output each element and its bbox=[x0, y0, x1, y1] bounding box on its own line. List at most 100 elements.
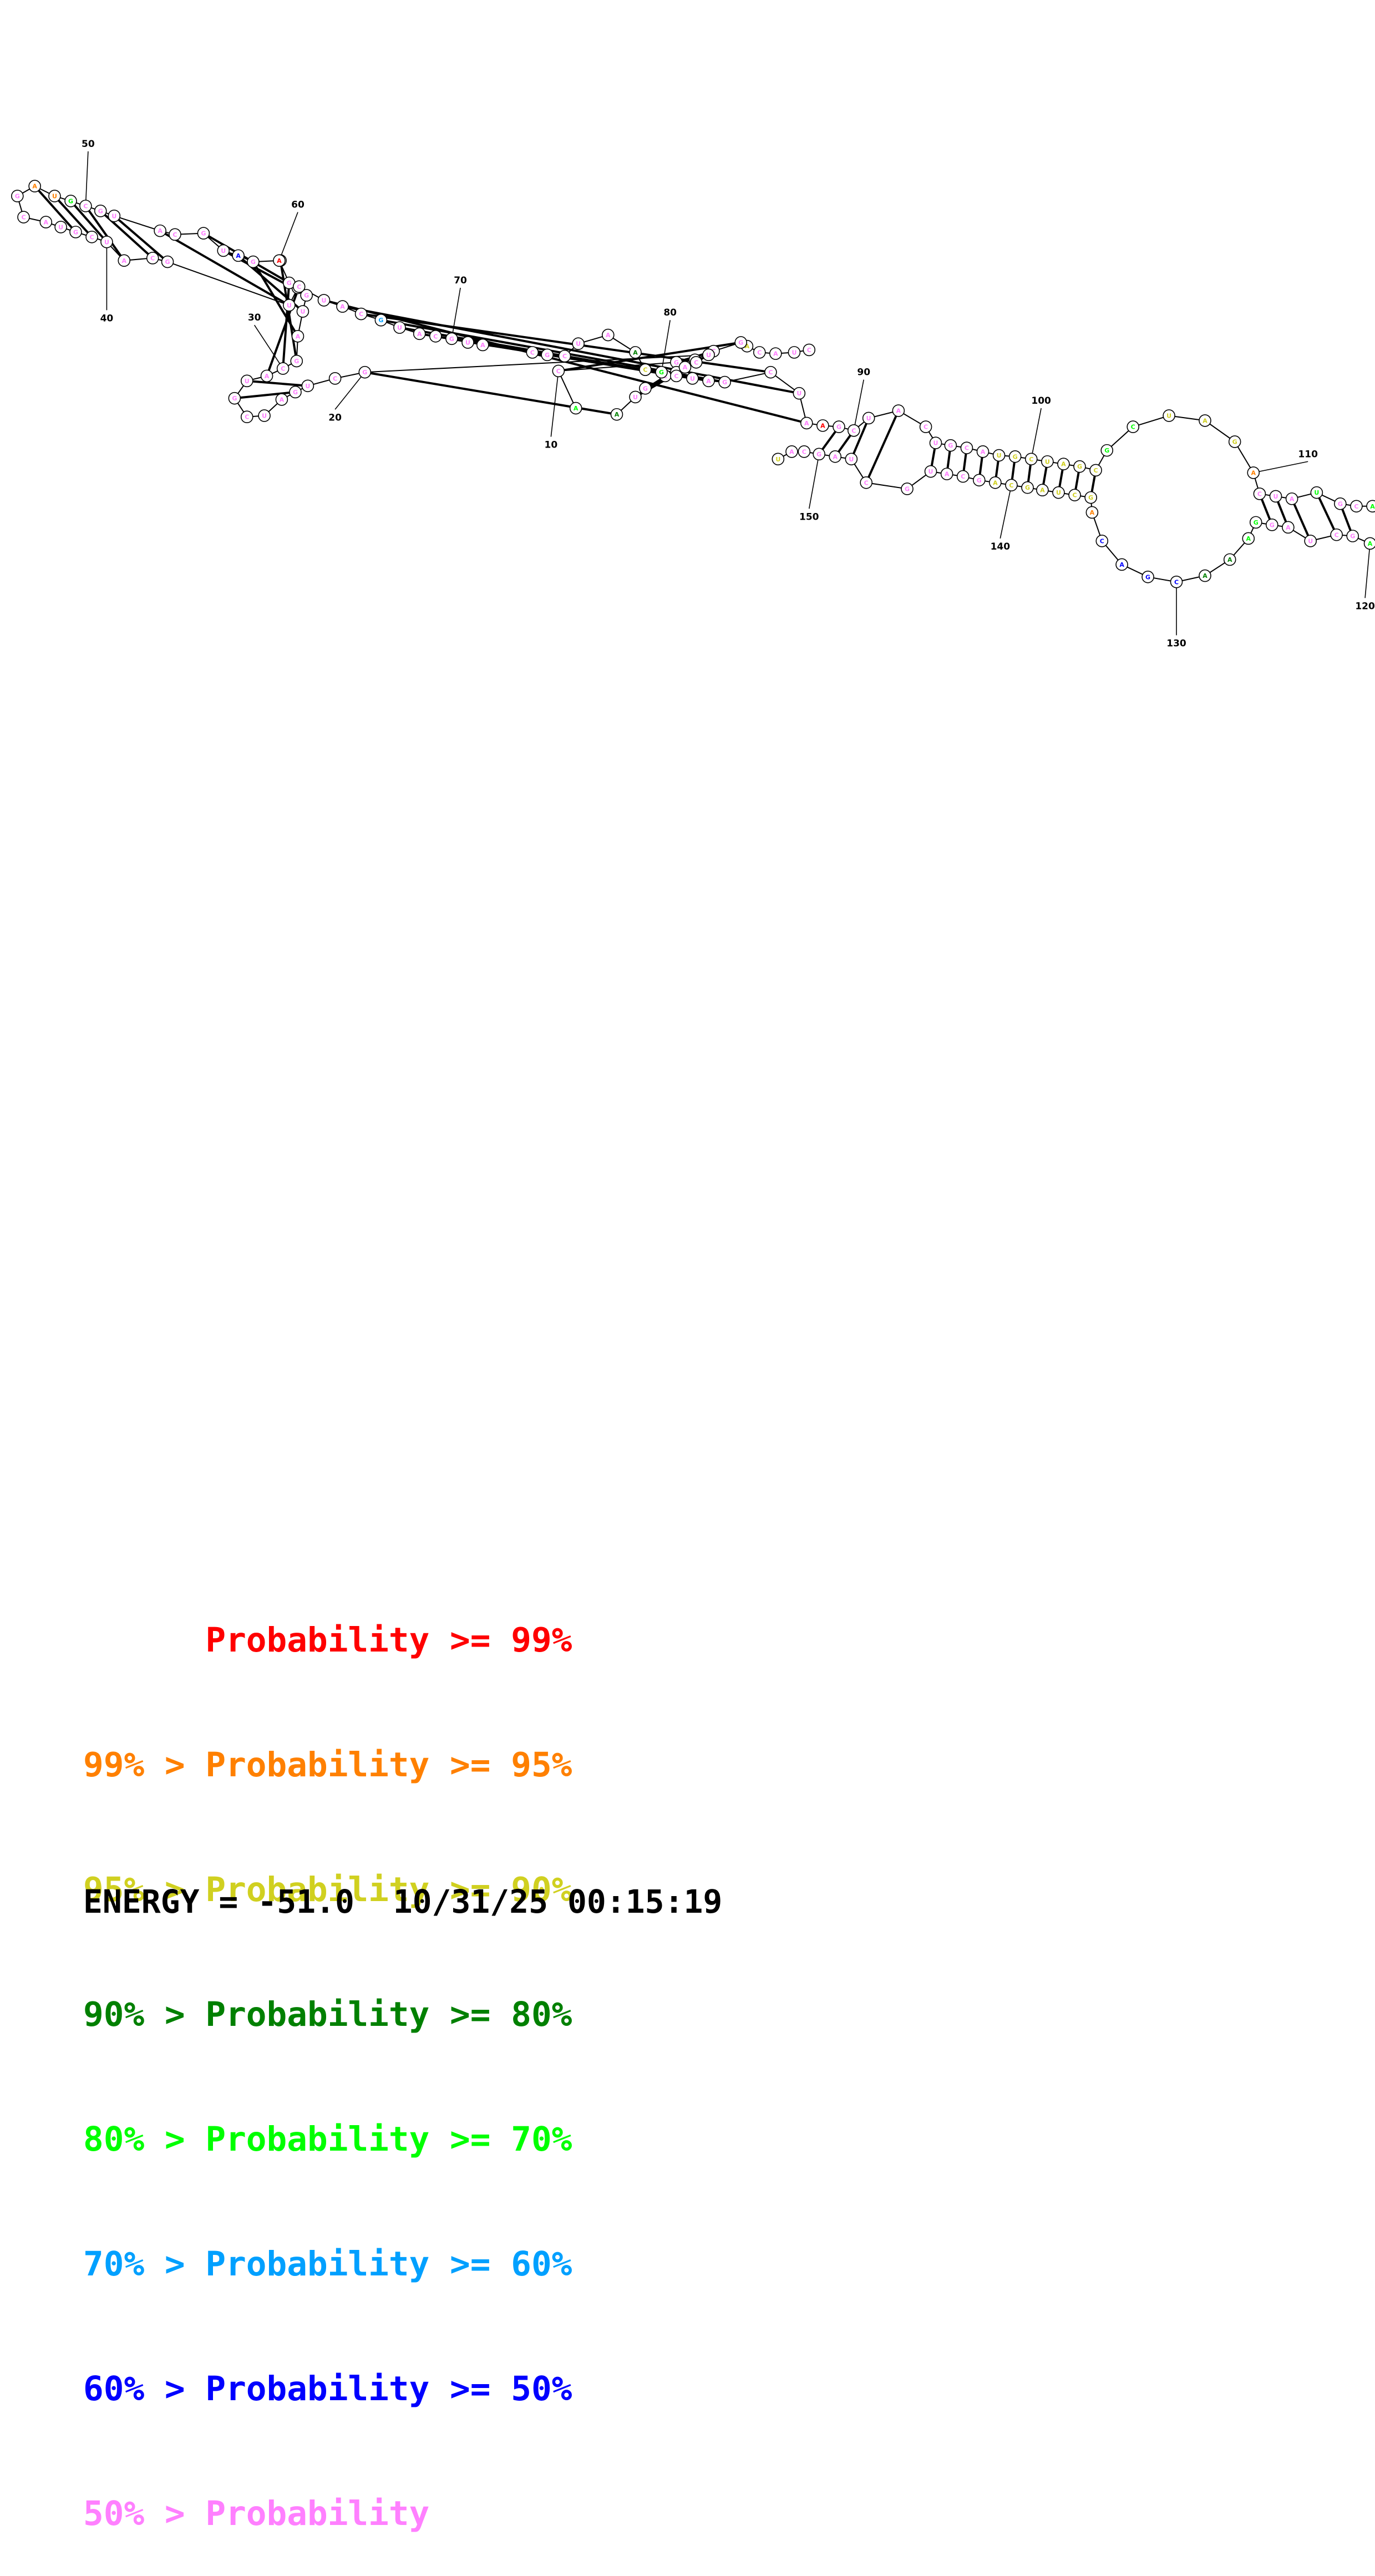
nucleotide-letter: G bbox=[232, 395, 237, 402]
nucleotide-letter: A bbox=[945, 471, 950, 478]
nucleotide-letter: A bbox=[804, 420, 809, 427]
nucleotide: C bbox=[1330, 528, 1343, 541]
nucleotide-circle bbox=[1310, 486, 1323, 499]
nucleotide-letter: G bbox=[68, 197, 73, 205]
nucleotide: A bbox=[892, 404, 905, 417]
nucleotide-letter: C bbox=[83, 202, 88, 210]
nucleotide: U bbox=[240, 374, 253, 388]
nucleotide: U bbox=[301, 379, 314, 393]
nucleotide: G bbox=[228, 392, 241, 405]
nucleotide-circle bbox=[1249, 516, 1262, 529]
nucleotide-letter: A bbox=[745, 343, 750, 350]
nucleotide-letter: A bbox=[993, 479, 998, 486]
nucleotide-circle bbox=[291, 329, 305, 343]
nucleotide: U bbox=[1163, 409, 1175, 422]
nucleotide-circle bbox=[283, 299, 296, 312]
nucleotide-letter: A bbox=[1286, 524, 1291, 531]
nucleotide: G bbox=[69, 226, 82, 238]
nucleotide-letter: C bbox=[757, 349, 762, 356]
nucleotide-letter: C bbox=[768, 369, 773, 376]
nucleotide-circle bbox=[702, 374, 715, 388]
nucleotide-letter: U bbox=[221, 247, 226, 255]
nucleotide: A bbox=[940, 468, 953, 480]
nucleotide-letter: U bbox=[1314, 489, 1319, 496]
nucleotide-letter: A bbox=[820, 422, 825, 429]
nucleotide-letter: A bbox=[1061, 461, 1066, 468]
nucleotide-circle bbox=[785, 445, 798, 458]
nucleotide-letter: A bbox=[615, 411, 620, 418]
base-pair-line bbox=[850, 418, 870, 460]
nucleotide-letter: A bbox=[1203, 417, 1207, 424]
position-tick bbox=[1253, 461, 1308, 474]
probability-legend: Probability >= 99% 99% > Probability >= … bbox=[83, 1536, 572, 2576]
nucleotide-letter: G bbox=[1145, 573, 1150, 581]
nucleotide-letter: U bbox=[997, 452, 1002, 459]
nucleotide-letter: A bbox=[773, 350, 778, 358]
nucleotide: A bbox=[28, 180, 41, 192]
position-number: 70 bbox=[454, 275, 467, 286]
nucleotide-letter: C bbox=[1009, 482, 1013, 489]
nucleotide-letter: G bbox=[1270, 521, 1275, 529]
nucleotide-circle bbox=[1052, 486, 1065, 499]
nucleotide: C bbox=[292, 280, 306, 293]
nucleotide-circle bbox=[944, 439, 957, 452]
nucleotide-circle bbox=[69, 226, 82, 238]
nucleotide: G bbox=[541, 348, 554, 362]
nucleotide-circle bbox=[1021, 481, 1034, 494]
nucleotide: G bbox=[944, 439, 957, 452]
nucleotide-circle bbox=[1247, 466, 1260, 479]
nucleotide: A bbox=[1282, 521, 1295, 534]
legend-row: 50% > Probability bbox=[83, 2494, 430, 2533]
nucleotide: U bbox=[992, 449, 1006, 462]
nucleotide-letter: U bbox=[111, 212, 116, 220]
nucleotide-circle bbox=[629, 390, 642, 404]
nucleotide: A bbox=[1363, 537, 1375, 550]
nucleotide-letter: G bbox=[836, 424, 841, 431]
base-pair-line bbox=[247, 379, 308, 387]
nucleotide-circle bbox=[816, 419, 829, 432]
position-number: 20 bbox=[328, 412, 342, 423]
nucleotide-letter: U bbox=[1045, 458, 1050, 465]
nucleotide-circle bbox=[639, 382, 652, 395]
nucleotide-letter: A bbox=[896, 408, 901, 415]
nucleotide-circle bbox=[240, 410, 253, 424]
nucleotide-letter: C bbox=[281, 365, 285, 372]
nucleotide-letter: A bbox=[833, 453, 838, 460]
position-tick bbox=[278, 212, 298, 261]
nucleotide-letter: C bbox=[530, 349, 535, 356]
nucleotide-letter: G bbox=[977, 477, 982, 484]
base-pair-line bbox=[282, 282, 291, 369]
nucleotide-letter: G bbox=[738, 339, 743, 346]
nucleotide-letter: G bbox=[816, 451, 821, 458]
nucleotide-letter: C bbox=[1335, 531, 1339, 538]
nucleotide: C bbox=[1005, 479, 1018, 492]
nucleotide: C bbox=[764, 365, 777, 379]
base-pair-line bbox=[53, 195, 93, 238]
nucleotide-letter: C bbox=[1131, 424, 1135, 431]
nucleotide-letter: G bbox=[15, 192, 20, 200]
position-number: 150 bbox=[799, 511, 819, 522]
nucleotide: A bbox=[1199, 414, 1211, 427]
nucleotide: C bbox=[79, 200, 92, 212]
nucleotide: U bbox=[1041, 455, 1054, 468]
nucleotide-letter: A bbox=[277, 257, 282, 265]
nucleotide-circle bbox=[232, 249, 245, 262]
nucleotide: U bbox=[48, 190, 61, 202]
nucleotide-letter: C bbox=[1100, 537, 1104, 545]
nucleotide-circle bbox=[1041, 455, 1054, 468]
nucleotide-letter: A bbox=[1040, 487, 1045, 494]
legend-row: Probability >= 99% bbox=[83, 1620, 572, 1660]
position-tick bbox=[253, 324, 283, 369]
energy-timestamp: ENERGY = -51.0 10/31/25 00:15:19 bbox=[83, 1883, 723, 1920]
nucleotide-circle bbox=[94, 205, 107, 217]
nucleotide-letter: A bbox=[1251, 469, 1256, 476]
nucleotide-circle bbox=[558, 349, 571, 363]
nucleotide: U bbox=[572, 337, 585, 350]
position-number: 120 bbox=[1355, 601, 1375, 612]
nucleotide-letter: U bbox=[245, 378, 250, 385]
nucleotide-letter: A bbox=[121, 257, 126, 265]
nucleotide-letter: C bbox=[674, 373, 678, 380]
nucleotide-circle bbox=[28, 180, 41, 192]
nucleotide-circle bbox=[976, 445, 990, 458]
nucleotide: C bbox=[429, 329, 442, 343]
